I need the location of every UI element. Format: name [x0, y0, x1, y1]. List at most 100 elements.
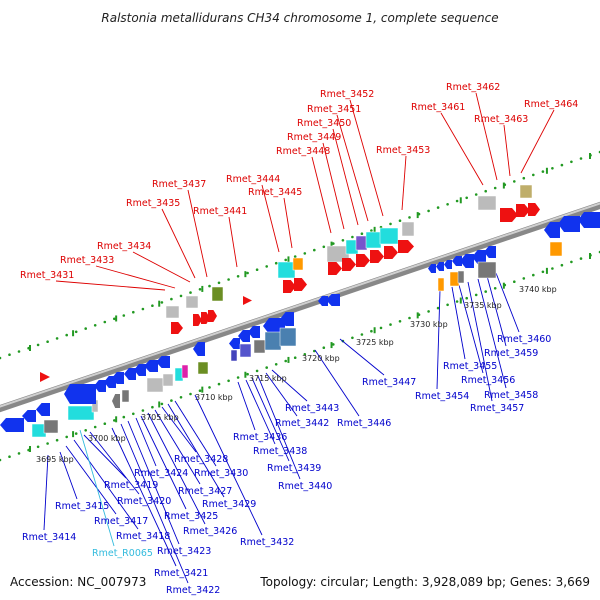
reverse-leader-line	[477, 278, 507, 389]
leader-lines	[43, 92, 555, 584]
forward-gene-arrow	[283, 280, 296, 293]
forward-tick-dot	[198, 288, 202, 291]
forward-tick-dot	[74, 330, 78, 334]
reverse-tick-dot	[246, 372, 249, 376]
reverse-tick-dot	[541, 270, 545, 274]
reverse-gene-arrow	[484, 246, 496, 258]
forward-gene-box	[185, 295, 199, 309]
reverse-gene-label: Rmet_3422	[166, 585, 220, 596]
reverse-tick-dot	[322, 346, 326, 350]
reverse-tick-dot	[217, 382, 221, 386]
reverse-gene-box	[181, 364, 189, 379]
reverse-tick-dot	[8, 455, 11, 459]
forward-tick-dot	[46, 340, 49, 344]
forward-leader-line	[401, 155, 407, 211]
reverse-gene-label: Rmet_3429	[202, 499, 256, 510]
forward-gene-arrow	[384, 246, 398, 259]
reverse-tick-dot	[179, 396, 183, 399]
forward-gene-box	[401, 221, 415, 237]
reverse-tick-dot	[303, 353, 307, 356]
reverse-gene-box	[477, 261, 497, 279]
reverse-gene-arrow	[248, 326, 260, 338]
forward-tick-dot	[455, 199, 459, 203]
reverse-gene-box	[253, 339, 266, 354]
forward-gene-arrow	[516, 204, 530, 217]
reverse-gene-arrow	[444, 260, 452, 269]
forward-tick-dot	[579, 157, 583, 160]
reverse-leader-line	[257, 375, 301, 480]
reverse-tick-dot	[274, 363, 278, 366]
reverse-leader-line	[161, 406, 197, 453]
reverse-tick-dot	[84, 429, 87, 432]
reverse-gene-box	[449, 271, 460, 287]
kbp-tick-label: 3720 kbp	[302, 354, 340, 363]
forward-tick-dot	[493, 186, 497, 190]
forward-tick-dot	[103, 320, 107, 324]
reverse-tick-dot	[474, 293, 478, 297]
reverse-leader-line	[265, 372, 298, 417]
forward-leader-line	[311, 156, 332, 234]
reverse-leader-line	[135, 417, 157, 467]
reverse-leader-line	[65, 445, 117, 515]
reverse-leader-line	[451, 286, 466, 360]
forward-tick-dot	[179, 294, 183, 298]
reverse-gene-box	[264, 331, 282, 351]
forward-gene-label: Rmet_3462	[446, 82, 500, 93]
forward-tick-dot	[427, 209, 430, 213]
forward-tick-dot	[570, 160, 573, 164]
forward-tick-dot	[55, 337, 59, 340]
forward-tick-dot	[0, 356, 2, 360]
reverse-gene-label: Rmet_3432	[240, 537, 294, 548]
kbp-tick-label: 3710 kbp	[195, 393, 233, 402]
reverse-gene-arrow	[578, 212, 600, 228]
reverse-tick-dot	[208, 386, 211, 389]
reverse-gene-arrow	[134, 364, 146, 376]
reverse-tick-dot	[455, 300, 459, 303]
forward-tick-dot	[189, 291, 192, 294]
reverse-gene-arrow	[144, 360, 158, 372]
reverse-tick-dot	[17, 452, 21, 455]
reverse-leader-line	[486, 275, 507, 347]
forward-leader-line	[336, 114, 369, 222]
reverse-gene-label: Rmet_3457	[470, 403, 524, 414]
reverse-gene-arrow	[112, 372, 124, 384]
reverse-tick-dot	[265, 366, 269, 369]
reverse-tick-dot	[55, 438, 59, 442]
kbp-tick-label: 3715 kbp	[249, 374, 287, 383]
forward-gene-box	[211, 286, 224, 302]
forward-leader-line	[132, 251, 191, 283]
reverse-gene-box	[549, 241, 563, 257]
reverse-tick-dot	[198, 389, 202, 393]
reverse-gene-arrow	[558, 216, 580, 232]
reverse-tick-dot	[398, 320, 402, 323]
reverse-tick-dot	[579, 257, 583, 260]
reverse-gene-box	[121, 389, 130, 403]
reverse-leader-line	[245, 379, 276, 445]
kbp-tick-label: 3700 kbp	[88, 434, 126, 443]
reverse-gene-label: Rmet_3414	[22, 532, 76, 543]
reverse-gene-label: Rmet_3447	[362, 377, 416, 388]
tick-dot-rows	[0, 150, 600, 462]
reverse-tick-dot	[160, 402, 164, 406]
kbp-tick-label: 3730 kbp	[410, 320, 448, 329]
forward-gene-label: Rmet_3435	[126, 198, 180, 209]
forward-gene-box	[277, 261, 296, 279]
forward-tick-dot	[160, 301, 164, 304]
reverse-gene-arrow	[94, 380, 106, 392]
reverse-tick-dot	[379, 326, 383, 330]
reverse-gene-label: Rmet_3427	[178, 486, 232, 497]
chromosome-backbone	[0, 201, 600, 413]
forward-tick-dot	[122, 314, 126, 317]
forward-tick-dot	[151, 304, 154, 308]
reverse-gene-label: Rmet_3458	[484, 390, 538, 401]
reverse-gene-label: Rmet_3426	[183, 526, 237, 537]
forward-gene-box	[292, 257, 304, 271]
reverse-leader-line	[147, 412, 206, 525]
forward-gene-label: Rmet_3433	[60, 255, 114, 266]
forward-gene-box	[365, 231, 382, 249]
forward-gene-arrow	[328, 262, 342, 275]
forward-tick-dot	[541, 170, 545, 173]
reverse-gene-label: Rmet_3423	[157, 546, 211, 557]
reverse-leader-line	[495, 272, 520, 333]
